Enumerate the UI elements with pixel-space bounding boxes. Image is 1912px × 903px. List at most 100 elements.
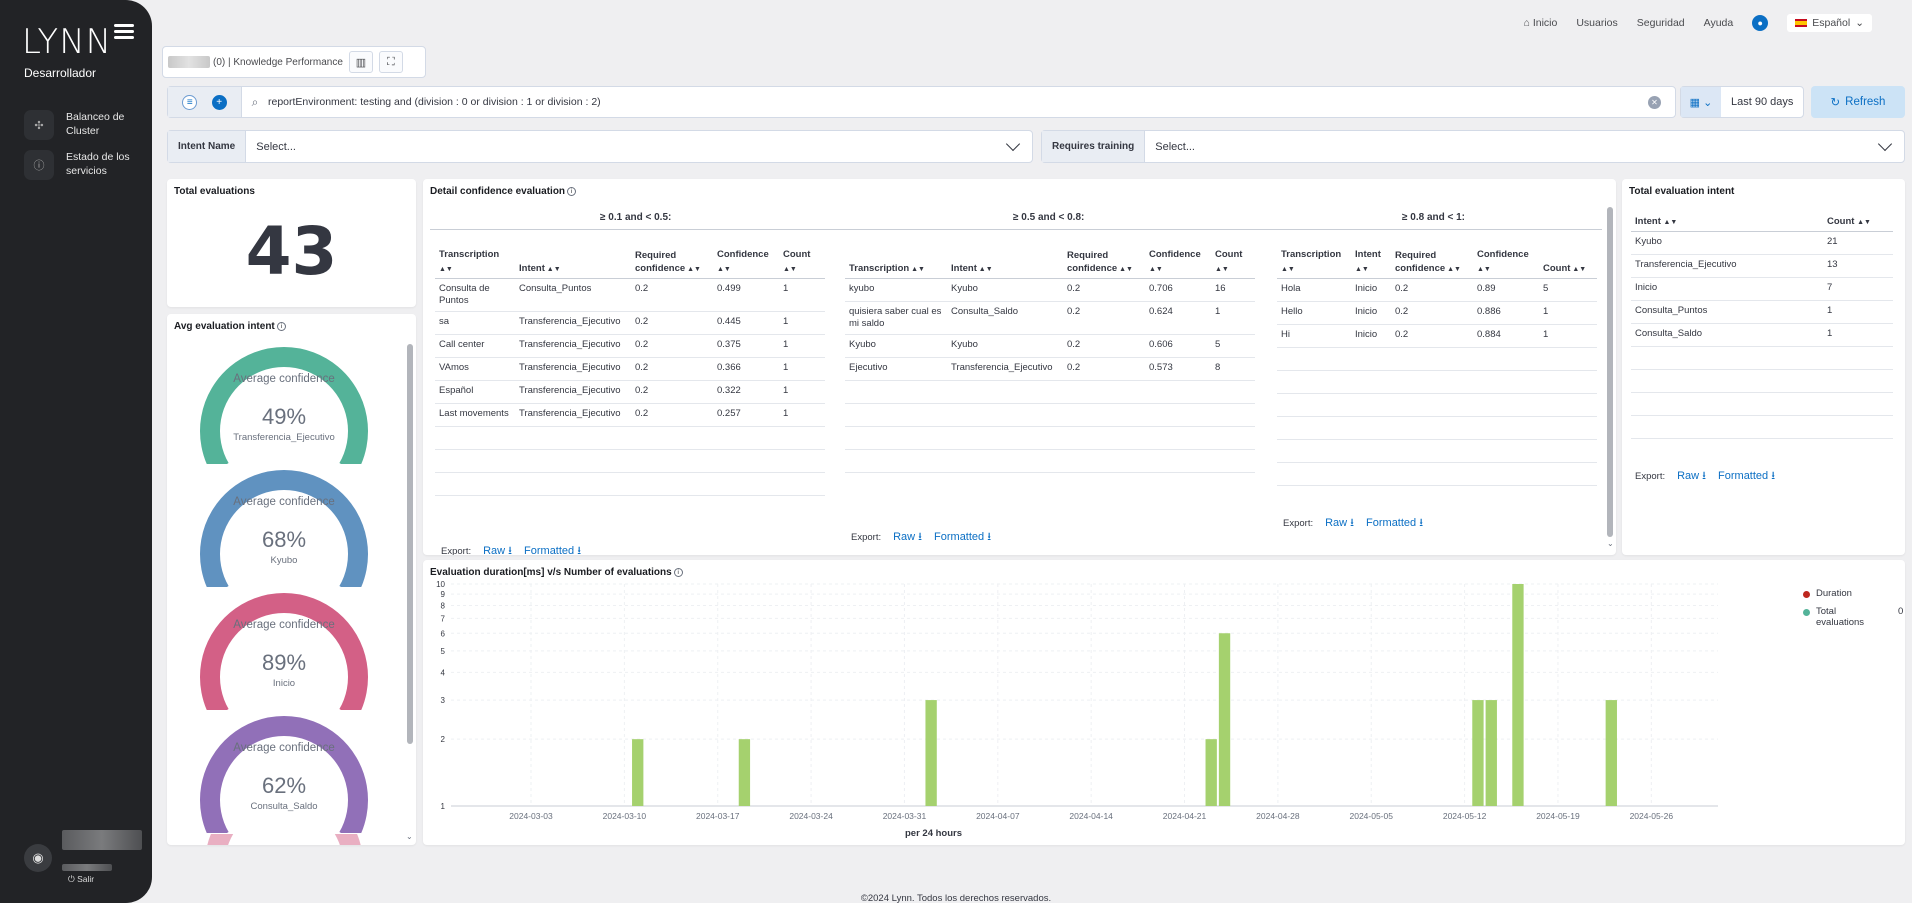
table-cell: 0.2 — [631, 278, 713, 312]
requires-training-control[interactable]: Requires training Select... — [1041, 130, 1905, 163]
scrollbar[interactable] — [1607, 207, 1613, 537]
table-row[interactable]: Call center Transferencia_Ejecutivo 0.2 0.3… — [435, 334, 825, 358]
legend-item-total[interactable]: Total evaluations 0 — [1803, 606, 1912, 628]
fullscreen-icon[interactable]: ⛶ — [378, 51, 403, 73]
bar-2024-04-24[interactable] — [1218, 633, 1231, 806]
column-header[interactable]: Required confidence ▲▼ — [1391, 246, 1473, 279]
bar-2024-03-19[interactable] — [738, 739, 751, 806]
scroll-down-icon[interactable]: ⌄ — [406, 832, 413, 841]
gauge-arc — [200, 593, 368, 720]
column-header-intent[interactable]: Intent ▲▼ — [1631, 213, 1823, 232]
table-row[interactable]: Ejecutivo Transferencia_Ejecutivo 0.2 0.573… — [845, 357, 1255, 381]
language-select[interactable]: Español ⌄ — [1787, 14, 1872, 32]
nav-home[interactable]: ⌂ Inicio — [1523, 17, 1558, 29]
table-row[interactable]: Kyubo Kyubo 0.2 0.606 5 — [845, 334, 1255, 358]
column-header[interactable]: Required confidence ▲▼ — [631, 246, 713, 279]
column-header[interactable]: Count ▲▼ — [779, 246, 825, 279]
add-filter-icon[interactable]: + — [211, 94, 227, 110]
calendar-icon[interactable]: ▦ ⌄ — [1681, 87, 1721, 117]
camera-icon[interactable]: ◉ — [24, 844, 52, 872]
export-raw-link[interactable]: Raw ⭳ — [1677, 470, 1707, 482]
total-intent-table: Intent ▲▼ Count ▲▼ Kyubo 21 Transferencia_… — [1631, 213, 1893, 439]
table-row[interactable]: kyubo Kyubo 0.2 0.706 16 — [845, 278, 1255, 302]
export-formatted-link[interactable]: Formatted ⭳ — [1366, 517, 1424, 529]
column-header[interactable]: Intent ▲▼ — [1351, 246, 1391, 279]
column-header[interactable]: Intent ▲▼ — [947, 246, 1063, 279]
sidebar-item-services[interactable]: ⓘ Estado de los servicios — [24, 150, 144, 180]
column-header[interactable]: Transcription ▲▼ — [435, 246, 515, 279]
table-row[interactable]: Kyubo 21 — [1631, 231, 1893, 255]
table-row-empty — [1277, 347, 1597, 371]
table-row[interactable]: Hi Inicio 0.2 0.884 1 — [1277, 324, 1597, 348]
table-row[interactable]: Consulta_Saldo 1 — [1631, 323, 1893, 347]
export-formatted-link[interactable]: Formatted ⭳ — [1718, 470, 1776, 482]
date-range-label[interactable]: Last 90 days — [1731, 96, 1794, 108]
column-header[interactable]: Intent ▲▼ — [515, 246, 631, 279]
bar-2024-05-14[interactable] — [1485, 700, 1497, 806]
column-header[interactable]: Confidence ▲▼ — [1145, 246, 1211, 279]
column-header[interactable]: Required confidence ▲▼ — [1063, 246, 1145, 279]
table-row[interactable]: sa Transferencia_Ejecutivo 0.2 0.445 1 — [435, 311, 825, 335]
table-row[interactable]: Hola Inicio 0.2 0.89 5 — [1277, 278, 1597, 302]
column-header[interactable]: Count ▲▼ — [1539, 246, 1597, 279]
table-row[interactable]: Consulta de Puntos Consulta_Puntos 0.2 0.49… — [435, 278, 825, 312]
table-row[interactable]: Hello Inicio 0.2 0.886 1 — [1277, 301, 1597, 325]
export-formatted-link[interactable]: Formatted ⭳ — [524, 545, 582, 555]
table-cell: 0.89 — [1473, 278, 1539, 302]
table-row[interactable]: Inicio 7 — [1631, 277, 1893, 301]
table-row[interactable]: Transferencia_Ejecutivo 13 — [1631, 254, 1893, 278]
bar-2024-05-16[interactable] — [1512, 584, 1524, 806]
export-raw-link[interactable]: Raw ⭳ — [1325, 517, 1355, 529]
export-raw-link[interactable]: Raw ⭳ — [483, 545, 513, 555]
table-row[interactable]: Consulta_Puntos 1 — [1631, 300, 1893, 324]
scroll-down-icon[interactable]: ⌄ — [1607, 539, 1614, 548]
chart-icon[interactable]: ▥ — [348, 51, 373, 73]
logout-button[interactable]: ⏻ Salir — [68, 874, 95, 884]
info-icon[interactable]: i — [567, 186, 577, 196]
table-row[interactable]: VAmos Transferencia_Ejecutivo 0.2 0.366 1 — [435, 357, 825, 381]
legend-item-duration[interactable]: Duration — [1803, 588, 1852, 599]
chevron-down-icon[interactable] — [1877, 136, 1893, 152]
filter-icon[interactable]: ≡ — [182, 94, 198, 110]
table-row[interactable]: Español Transferencia_Ejecutivo 0.2 0.322 1 — [435, 380, 825, 404]
bar-2024-04-02[interactable] — [925, 700, 937, 806]
column-header[interactable]: Transcription ▲▼ — [1277, 246, 1351, 279]
user-name — [62, 864, 112, 871]
table-row[interactable]: quisiera saber cual es mi saldo Consulta_… — [845, 301, 1255, 335]
column-header[interactable]: Count ▲▼ — [1211, 246, 1255, 279]
column-header[interactable]: Transcription ▲▼ — [845, 246, 947, 279]
nav-help[interactable]: Ayuda — [1703, 17, 1734, 29]
table-cell: 1 — [779, 334, 825, 358]
column-header[interactable]: Confidence ▲▼ — [713, 246, 779, 279]
sidebar-item-cluster[interactable]: ✣ Balanceo de Cluster — [24, 110, 144, 140]
chevron-down-icon[interactable] — [1005, 136, 1021, 152]
refresh-button[interactable]: ↻ Refresh — [1811, 86, 1905, 118]
bar-2024-05-23[interactable] — [1605, 700, 1617, 806]
bar-2024-05-13[interactable] — [1472, 700, 1484, 806]
column-header-count[interactable]: Count ▲▼ — [1823, 213, 1893, 232]
query-input[interactable]: reportEnvironment: testing and (division… — [268, 96, 601, 108]
info-icon[interactable]: i — [276, 321, 286, 331]
search-icon: ⌕ — [251, 94, 259, 109]
menu-icon[interactable] — [114, 24, 134, 40]
table-row[interactable]: Last movements Transferencia_Ejecutivo 0.2… — [435, 403, 825, 427]
column-header[interactable]: Confidence ▲▼ — [1473, 246, 1539, 279]
table-cell: 8 — [1211, 357, 1255, 381]
export-raw-link[interactable]: Raw ⭳ — [893, 531, 923, 543]
notification-icon[interactable]: ● — [1752, 15, 1769, 31]
date-range[interactable]: ▦ ⌄ Last 90 days — [1680, 86, 1804, 118]
table-row-empty — [1277, 416, 1597, 440]
nav-users[interactable]: Usuarios — [1576, 17, 1618, 29]
intent-name-control[interactable]: Intent Name Select... — [167, 130, 1033, 163]
requires-training-select[interactable]: Select... — [1155, 140, 1195, 153]
table-cell: Consulta_Saldo — [1631, 323, 1823, 347]
clear-icon[interactable]: ✕ — [1648, 95, 1661, 109]
lynn-logo[interactable]: LYNN — [22, 22, 113, 62]
export-formatted-link[interactable]: Formatted ⭳ — [934, 531, 992, 543]
bar-2024-04-23[interactable] — [1205, 739, 1217, 806]
nav-security[interactable]: Seguridad — [1636, 17, 1685, 29]
scrollbar[interactable] — [407, 344, 413, 744]
bar-2024-03-11[interactable] — [632, 739, 644, 806]
intent-name-select[interactable]: Select... — [256, 140, 296, 153]
info-icon[interactable]: i — [673, 567, 683, 577]
